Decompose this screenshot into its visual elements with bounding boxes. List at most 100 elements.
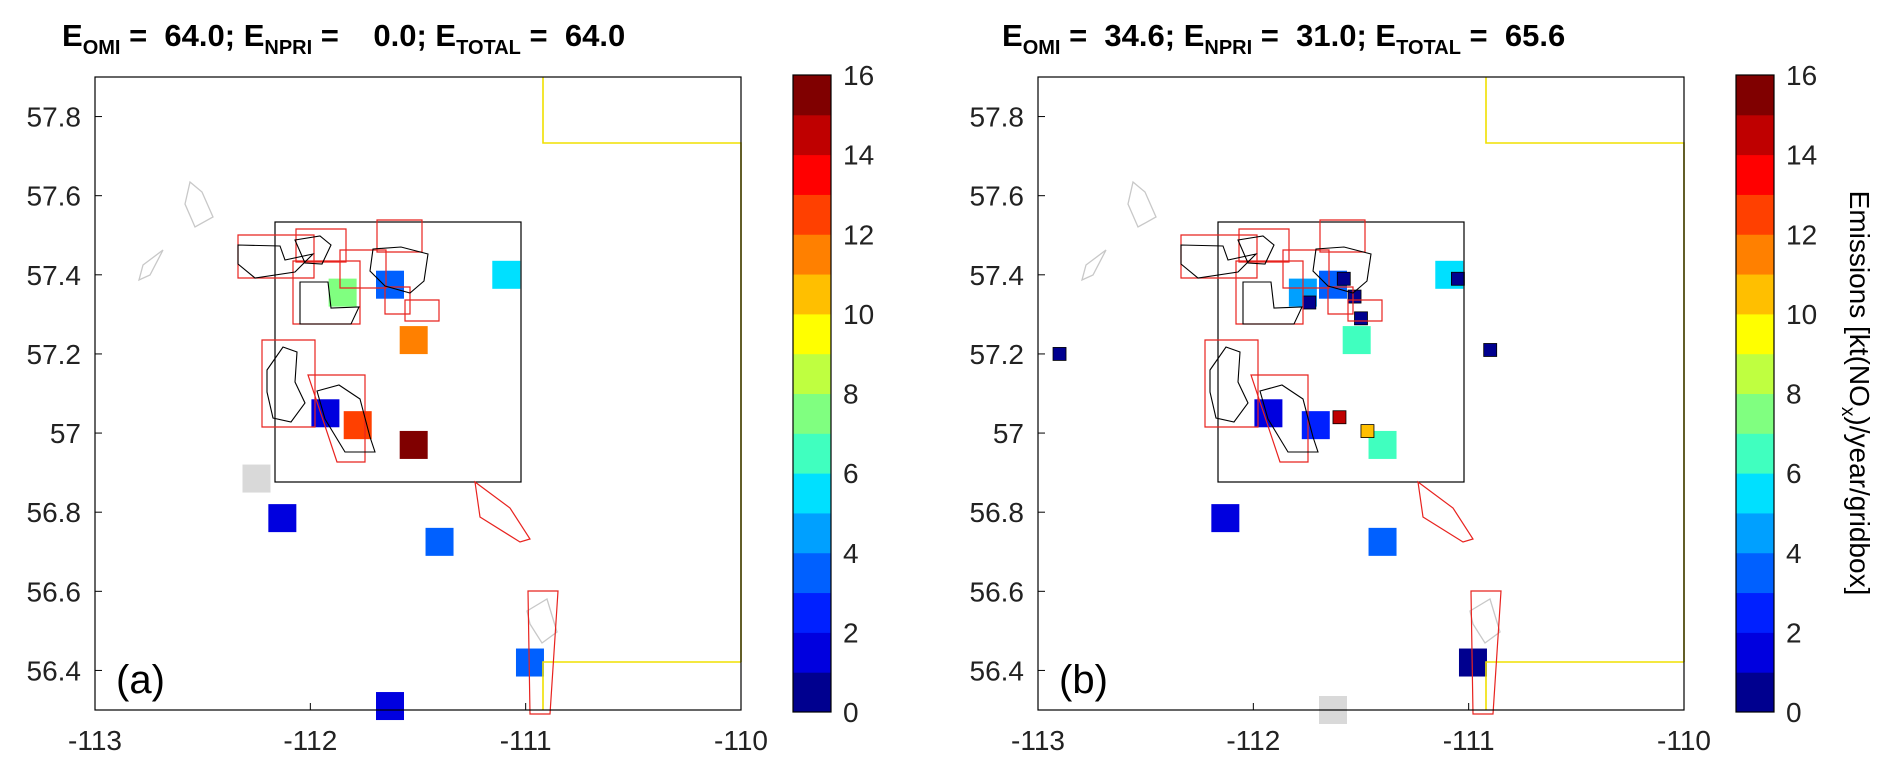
lake-outline <box>526 598 558 644</box>
facility-outline <box>307 374 366 463</box>
colorbar-swatch <box>1736 632 1774 673</box>
colorbar-swatch <box>1736 552 1774 594</box>
colorbar-swatch <box>1736 393 1774 434</box>
colorbar-tick-label: 16 <box>843 60 874 91</box>
colorbar-swatch <box>1736 433 1774 474</box>
colorbar-label: Emissions [kt(NOx)/year/gridbox] <box>1837 191 1875 596</box>
panel-b-cells <box>1052 260 1498 724</box>
panel-a-y-ticks: 56.4 56.6 56.8 57 57.2 57.4 57.6 57.8 <box>27 102 102 686</box>
lease-outline <box>299 281 360 325</box>
colorbar-swatch <box>1736 672 1774 713</box>
facility-outline <box>1250 374 1309 463</box>
emission-cell-a-8 <box>268 504 297 533</box>
emission-cell-b-4 <box>1254 399 1283 428</box>
y-tick-label: 56.4 <box>27 655 82 686</box>
colorbar-swatch <box>1736 154 1774 195</box>
y-tick-label: 56.8 <box>27 497 82 528</box>
y-tick-label: 57.6 <box>970 181 1025 212</box>
x-tick-label: -113 <box>1011 725 1065 756</box>
panel-b-map-outlines <box>1081 77 1685 715</box>
boundary-line-lower-b <box>1485 661 1684 710</box>
facility-outline <box>295 228 347 263</box>
colorbar-swatch <box>1736 75 1774 116</box>
boundary-line-b <box>1485 77 1685 662</box>
y-tick-label: 57.8 <box>970 102 1025 133</box>
colorbar-tick-label: 16 <box>1786 60 1817 91</box>
emission-cell-a-1 <box>376 270 405 299</box>
x-tick-label: -112 <box>1226 725 1280 756</box>
panel-b-y-ticks: 56.4 56.6 56.8 57 57.2 57.4 57.6 57.8 <box>970 102 1045 686</box>
facility-outline <box>474 480 531 543</box>
emission-cell-b-8 <box>1368 527 1397 556</box>
emission-cell-b-11 <box>1052 347 1067 361</box>
y-tick-label: 57 <box>50 418 81 449</box>
y-tick-label: 57.4 <box>27 260 82 291</box>
colorbar-swatch <box>793 194 831 235</box>
emission-cell-a-10 <box>515 648 544 677</box>
panel-a-cells <box>242 260 544 721</box>
facility-outline <box>1204 339 1259 428</box>
facility-outline <box>1235 260 1304 325</box>
y-tick-label: 56.6 <box>970 576 1025 607</box>
emission-cell-b-17 <box>1483 343 1498 357</box>
colorbar-swatch <box>793 473 831 514</box>
lease-outline <box>294 235 332 265</box>
colorbar-swatch <box>1736 592 1774 633</box>
panel-b: EOMI = 34.6; ENPRI = 31.0; ETOTAL = 65.6… <box>970 18 1711 756</box>
x-tick-label: -110 <box>714 725 768 756</box>
y-tick-label: 57.4 <box>970 260 1025 291</box>
emission-cell-b-15 <box>1354 311 1368 326</box>
colorbar-swatch <box>1736 473 1774 514</box>
colorbar-tick-label: 8 <box>1786 379 1802 410</box>
lake-outline <box>184 180 214 228</box>
lease-outline <box>237 244 315 279</box>
colorbar-tick-label: 10 <box>1786 299 1817 330</box>
colorbar-tick-label: 12 <box>843 219 874 250</box>
colorbar-swatch <box>793 632 831 673</box>
y-tick-label: 57.8 <box>27 102 82 133</box>
emission-cell-a-11 <box>376 692 405 721</box>
facility-outline <box>1282 249 1330 289</box>
facility-outline <box>292 260 361 325</box>
colorbar-swatch <box>793 114 831 156</box>
x-tick-label: -111 <box>500 725 552 756</box>
facility-outline <box>339 249 387 289</box>
colorbar-swatch <box>793 313 831 355</box>
facility-outline <box>1347 299 1383 322</box>
lease-outline <box>1180 244 1258 279</box>
panel-b-x-ticks: -113 -112 -111 -110 <box>1011 703 1711 756</box>
emission-cell-a-3 <box>399 326 428 355</box>
panel-a-label: (a) <box>116 658 165 702</box>
emission-cell-b-7 <box>1211 504 1240 533</box>
study-area-box <box>1217 221 1465 483</box>
y-tick-label: 56.4 <box>970 655 1025 686</box>
panel-a-map-outlines <box>138 77 742 715</box>
colorbar-tick-label: 10 <box>843 299 874 330</box>
colorbar-a: 0 2 4 6 8 10 12 14 16 <box>792 60 874 728</box>
lease-outline <box>1242 281 1303 325</box>
panel-b-title: EOMI = 34.6; ENPRI = 31.0; ETOTAL = 65.6 <box>1002 18 1565 59</box>
colorbar-tick-label: 8 <box>843 379 859 410</box>
emission-cell-a-9 <box>425 527 454 556</box>
emission-cell-b-16 <box>1451 271 1465 286</box>
facility-outline <box>527 590 559 715</box>
boundary-line-lower-a <box>542 661 741 710</box>
facility-outline <box>1238 228 1290 263</box>
panel-a-title: EOMI = 64.0; ENPRI = 0.0; ETOTAL = 64.0 <box>62 18 625 59</box>
lake-outline <box>1081 249 1107 282</box>
lake-outline <box>1469 598 1501 644</box>
colorbar-frame <box>1735 74 1775 713</box>
emission-cell-b-12 <box>1302 295 1317 310</box>
facility-outline <box>404 299 440 322</box>
colorbar-swatch <box>793 274 831 315</box>
colorbar-swatch <box>1736 512 1774 554</box>
colorbar-tick-label: 0 <box>1786 697 1802 728</box>
panel-a-x-ticks: -113 -112 -111 -110 <box>68 703 768 756</box>
colorbar-swatch <box>1736 274 1774 315</box>
lease-outline <box>1209 346 1249 423</box>
colorbar-tick-label: 0 <box>843 697 859 728</box>
colorbar-tick-label: 2 <box>843 617 859 648</box>
facility-outline <box>384 286 411 315</box>
x-tick-label: -112 <box>283 725 337 756</box>
emission-cell-a-2 <box>492 260 521 289</box>
